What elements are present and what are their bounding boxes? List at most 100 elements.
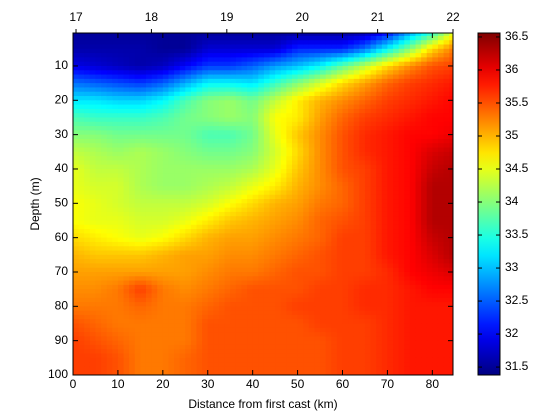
field-cell (320, 276, 327, 282)
field-cell (370, 241, 377, 247)
field-cell (393, 336, 400, 342)
field-cell (129, 181, 136, 187)
field-cell (157, 91, 164, 97)
field-cell (421, 87, 428, 93)
field-cell (252, 237, 259, 243)
field-cell (364, 57, 372, 63)
field-cell (151, 314, 158, 320)
field-cell (387, 126, 394, 131)
field-cell (381, 74, 389, 80)
field-cell (101, 216, 108, 222)
field-cell (168, 340, 175, 346)
field-cell (157, 156, 164, 161)
field-cell (112, 83, 119, 89)
field-cell (331, 44, 338, 50)
field-cell (437, 78, 445, 84)
field-cell (112, 332, 119, 337)
field-cell (162, 177, 170, 183)
field-cell (106, 117, 113, 123)
field-cell (190, 104, 198, 110)
field-cell (247, 100, 254, 106)
field-cell (263, 160, 271, 166)
field-cell (364, 87, 372, 93)
field-cell (269, 220, 276, 226)
field-cell (140, 83, 147, 89)
field-cell (117, 237, 125, 243)
field-cell (331, 263, 338, 269)
field-cell (157, 177, 164, 183)
field-cell (449, 156, 453, 161)
field-cell (218, 310, 226, 316)
field-cell (247, 117, 254, 123)
field-cell (393, 48, 400, 54)
field-cell (359, 302, 366, 307)
field-cell (269, 151, 276, 157)
field-cell (280, 336, 287, 342)
field-cell (258, 126, 265, 131)
field-cell (443, 190, 450, 196)
field-cell (123, 323, 130, 329)
field-cell (415, 138, 422, 144)
field-cell (387, 293, 394, 299)
field-cell (426, 263, 433, 269)
field-cell (286, 53, 293, 58)
field-cell (393, 57, 400, 63)
field-cell (336, 147, 344, 153)
field-cell (247, 87, 254, 93)
field-cell (426, 323, 433, 329)
field-cell (73, 61, 80, 67)
field-cell (224, 203, 231, 209)
field-cell (252, 151, 259, 157)
field-cell (241, 289, 248, 295)
field-cell (145, 306, 153, 312)
field-cell (202, 259, 209, 265)
field-cell (404, 57, 411, 63)
field-cell (112, 100, 119, 106)
field-cell (247, 207, 254, 213)
field-cell (398, 263, 405, 269)
field-cell (123, 220, 130, 226)
field-cell (258, 104, 265, 110)
field-cell (426, 147, 433, 153)
field-cell (426, 297, 433, 303)
field-cell (263, 336, 271, 342)
field-cell (263, 289, 271, 295)
field-cell (89, 276, 97, 282)
field-cell (404, 246, 411, 252)
field-cell (280, 186, 287, 192)
field-cell (342, 284, 349, 290)
field-cell (269, 323, 276, 329)
field-cell (241, 147, 248, 153)
field-cell (151, 44, 158, 50)
field-cell (398, 203, 405, 209)
field-cell (376, 203, 383, 209)
field-cell (376, 302, 383, 307)
field-cell (190, 160, 198, 166)
field-cell (398, 229, 405, 234)
field-cell (106, 194, 113, 200)
field-cell (376, 216, 383, 222)
field-cell (218, 91, 226, 97)
field-cell (202, 254, 209, 260)
field-cell (421, 156, 428, 161)
field-cell (398, 83, 405, 89)
field-cell (325, 44, 332, 50)
field-cell (280, 113, 287, 119)
field-cell (336, 44, 344, 50)
field-cell (381, 138, 389, 144)
field-cell (342, 83, 349, 89)
field-cell (409, 336, 417, 342)
field-cell (73, 284, 80, 290)
field-cell (162, 289, 170, 295)
field-cell (353, 87, 360, 93)
field-cell (336, 57, 344, 63)
field-cell (437, 297, 445, 303)
field-cell (247, 168, 254, 174)
field-cell (117, 224, 125, 230)
field-cell (275, 44, 282, 50)
field-cell (432, 284, 439, 290)
field-cell (78, 310, 85, 316)
field-cell (157, 199, 164, 204)
field-cell (117, 160, 125, 166)
field-cell (269, 48, 276, 54)
